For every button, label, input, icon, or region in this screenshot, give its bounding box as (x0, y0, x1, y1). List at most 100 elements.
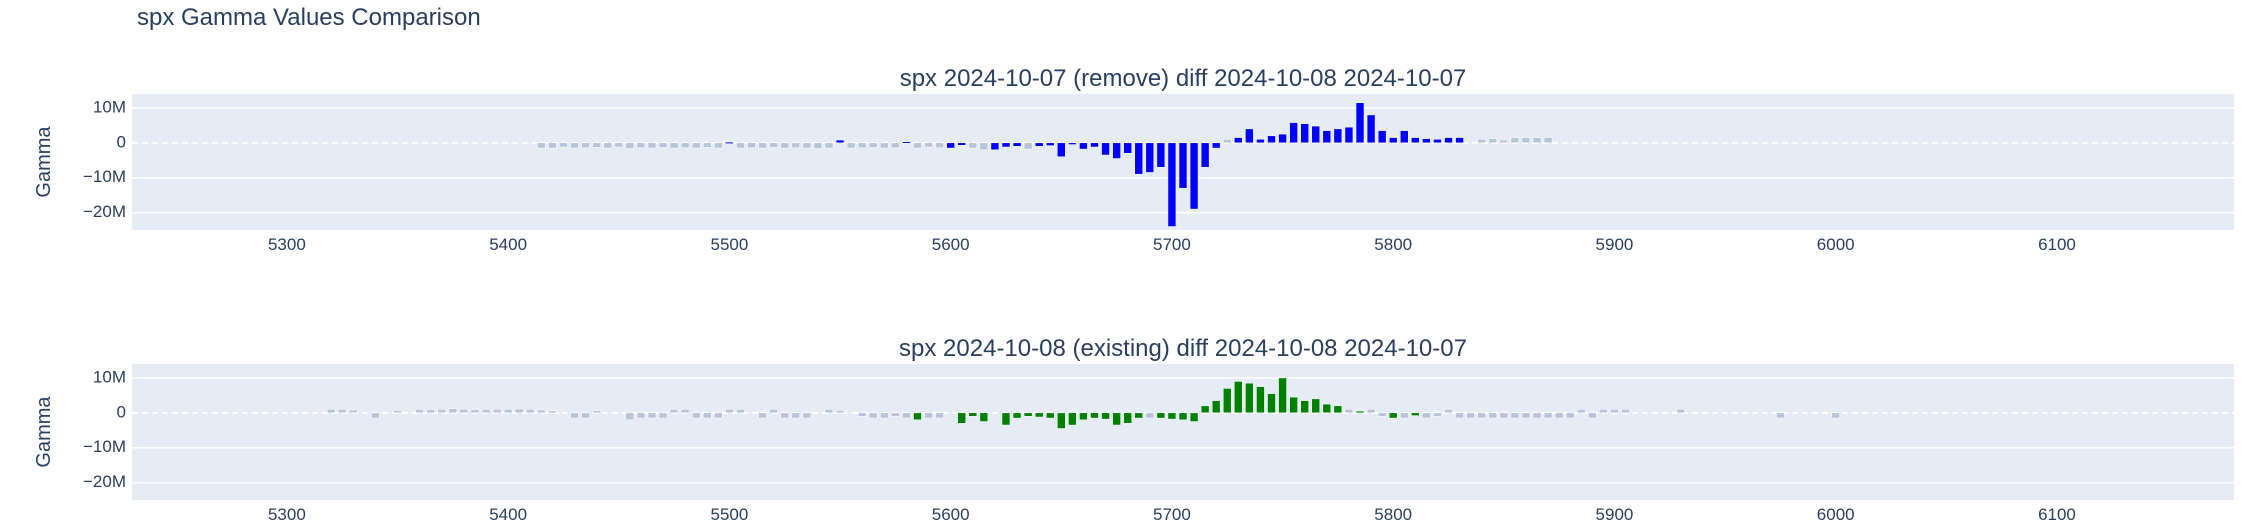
bar (514, 408, 524, 414)
bar (470, 409, 480, 414)
bar (1322, 130, 1332, 144)
x-tick-label: 5900 (1596, 235, 1634, 254)
bar (1444, 137, 1453, 144)
bar (1167, 412, 1177, 420)
x-tick-label: 5300 (268, 505, 306, 524)
bar (1543, 412, 1553, 419)
bar (857, 412, 867, 417)
bar (1411, 137, 1420, 144)
bar (736, 409, 745, 414)
bar (1234, 381, 1243, 414)
bar (1366, 114, 1376, 144)
bar (1621, 409, 1630, 414)
bar (758, 412, 767, 419)
bar (1455, 412, 1464, 419)
bar (691, 142, 701, 149)
bar (780, 412, 789, 419)
bar (1211, 400, 1221, 414)
bar (1068, 142, 1077, 145)
x-tick-label: 6100 (2038, 505, 2076, 524)
bar (581, 412, 590, 419)
bar (1200, 142, 1210, 168)
bar (1156, 142, 1166, 168)
bar (1366, 409, 1376, 414)
bar (1289, 396, 1298, 414)
bar (1610, 409, 1619, 414)
bar (1023, 412, 1033, 417)
bar (337, 409, 347, 414)
bar (1400, 130, 1409, 144)
bar (802, 142, 812, 149)
bar (979, 142, 989, 151)
bar (1477, 139, 1486, 144)
bar (1554, 412, 1564, 419)
bar (813, 142, 823, 149)
bar (625, 142, 635, 149)
bar (1377, 412, 1387, 417)
y-tick-label: −10M (83, 167, 126, 186)
bar (1211, 142, 1221, 149)
x-tick-label: 5800 (1374, 505, 1412, 524)
bar (1521, 137, 1531, 144)
bar (1433, 139, 1442, 144)
x-tick-label: 6000 (1817, 235, 1855, 254)
bar (791, 142, 801, 148)
bar (1012, 142, 1022, 147)
x-tick-label: 5800 (1374, 235, 1412, 254)
bar (1300, 400, 1309, 414)
bar (1400, 412, 1409, 419)
bar (548, 142, 557, 149)
bar (492, 409, 502, 414)
bar (1831, 412, 1840, 419)
bar (924, 412, 933, 419)
bar (1134, 142, 1143, 175)
bar (537, 142, 546, 149)
bar (481, 409, 491, 414)
bar (1178, 142, 1188, 189)
bar (891, 412, 900, 417)
bar (1046, 412, 1055, 419)
bar (614, 142, 624, 148)
y-tick-label: −10M (83, 437, 126, 456)
bar (1488, 138, 1498, 144)
y-axis-label: Gamma (33, 396, 55, 468)
bar (647, 412, 657, 419)
bar (1322, 403, 1332, 414)
bar (415, 409, 424, 414)
bar (1455, 137, 1464, 144)
bar (1510, 137, 1520, 144)
x-tick-label: 5500 (710, 235, 748, 254)
bar (1377, 130, 1387, 144)
bar (581, 142, 590, 148)
bar (1245, 382, 1254, 414)
bar (824, 142, 834, 149)
bar (669, 409, 679, 414)
bar (935, 412, 944, 419)
y-tick-label: 10M (93, 367, 126, 386)
bar (1599, 409, 1608, 414)
bar (868, 412, 878, 419)
bar (548, 410, 557, 414)
bar (791, 412, 801, 419)
bar (1532, 137, 1542, 144)
bar (1123, 142, 1132, 154)
bar (1311, 125, 1320, 144)
bar (559, 142, 568, 148)
bar (1223, 139, 1232, 144)
bar (1300, 123, 1309, 144)
bar (1034, 142, 1044, 147)
bar (680, 409, 690, 414)
bar (503, 409, 513, 414)
bar (1234, 137, 1243, 144)
bar (736, 142, 745, 149)
bar (1411, 412, 1420, 416)
x-tick-label: 5400 (489, 505, 527, 524)
bar (1499, 139, 1509, 144)
bar (1178, 412, 1188, 421)
bar (349, 409, 358, 414)
bar (1344, 126, 1354, 144)
bar (1068, 412, 1077, 426)
x-tick-label: 6100 (2038, 235, 2076, 254)
x-tick-label: 5700 (1153, 235, 1191, 254)
bar (946, 142, 955, 149)
